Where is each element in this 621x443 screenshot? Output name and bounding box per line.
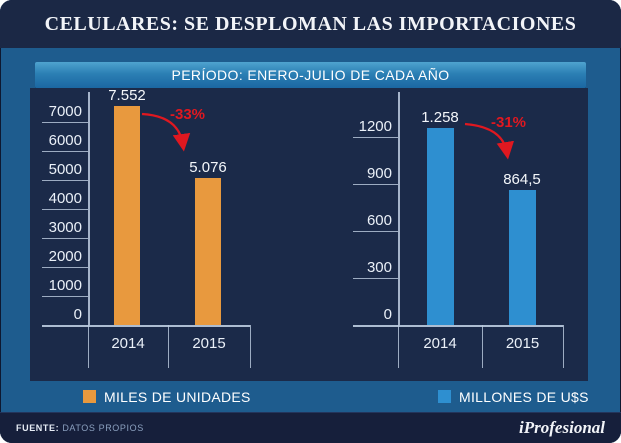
y-tick-label: 7000 [48,103,82,120]
y-tick-line [353,137,398,138]
footer-bar: FUENTE: DATOS PROPIOS iProfesional [0,412,621,443]
category-divider [250,325,251,368]
y-tick-label: 0 [73,306,82,323]
x-category-label: 2014 [111,335,145,352]
legend-item-units: MILES DE UNIDADES [83,381,251,412]
y-tick-line [42,209,88,210]
title-bar: CELULARES: SE DESPLOMAN LAS IMPORTACIONE… [0,0,621,48]
legend-label-dollars: MILLONES DE U$S [459,388,589,405]
y-tick-line [42,122,88,123]
legend-row: MILES DE UNIDADES MILLONES DE U$S [0,381,621,412]
category-divider [563,325,564,368]
chart-dollars: 0 300 600 900 1200 2014 2015 1.258 864,5 -31% [309,88,588,381]
y-axis-line [88,92,90,325]
y-axis-line [398,92,400,325]
chart-units: 0 1000 2000 3000 4000 5000 6000 7000 2014 2015 7.5… [30,87,309,381]
x-category-label: 2014 [423,335,457,352]
category-divider [168,325,169,368]
y-tick-label: 3000 [48,219,82,236]
legend-item-dollars: MILLONES DE U$S [438,381,589,412]
bar-2015 [195,178,221,325]
bar-2014 [426,128,454,325]
source-label: FUENTE: [16,423,60,433]
period-banner: PERÍODO: ENERO-JULIO DE CADA AÑO [35,62,586,88]
y-tick-line [353,184,398,185]
change-percentage-label: -31% [491,114,527,131]
category-divider [482,325,483,368]
source-note: FUENTE: DATOS PROPIOS [16,423,144,433]
y-tick-line [353,278,398,279]
y-tick-line [42,267,88,268]
page-title: CELULARES: SE DESPLOMAN LAS IMPORTACIONE… [44,12,577,35]
y-tick-label: 900 [366,165,392,182]
legend-label-units: MILES DE UNIDADES [104,388,251,405]
brand-logo: iProfesional [519,418,605,437]
y-tick-label: 1000 [48,277,82,294]
bar-2014 [114,106,140,325]
y-tick-label: 6000 [48,132,82,149]
y-tick-label: 1200 [358,118,392,135]
y-tick-line [42,151,88,152]
change-percentage-label: -33% [170,106,206,123]
y-tick-label: 5000 [48,161,82,178]
blue-swatch-icon [438,390,451,403]
category-divider [88,325,89,368]
bar-2015 [508,190,536,325]
orange-swatch-icon [83,390,96,403]
y-tick-line [42,296,88,297]
bar-value-label: 7.552 [108,87,146,104]
x-category-label: 2015 [505,335,540,352]
x-axis-line [42,325,250,327]
bar-value-label: 1.258 [421,109,459,126]
y-tick-label: 300 [366,259,392,276]
x-category-label: 2015 [192,335,226,352]
y-tick-label: 600 [366,212,392,229]
bar-value-label: 864,5 [503,171,541,188]
y-tick-line [42,180,88,181]
category-divider [398,325,399,368]
y-tick-label: 4000 [48,190,82,207]
chart-panel: 0 1000 2000 3000 4000 5000 6000 7000 2014 2015 7.5… [30,87,588,381]
y-tick-label: 2000 [48,248,82,265]
y-tick-line [42,238,88,239]
period-banner-text: PERÍODO: ENERO-JULIO DE CADA AÑO [171,67,450,83]
x-axis-line [353,325,563,327]
source-value: DATOS PROPIOS [62,423,144,433]
bar-value-label: 5.076 [189,159,227,176]
y-tick-line [353,231,398,232]
y-tick-label: 0 [383,306,392,323]
